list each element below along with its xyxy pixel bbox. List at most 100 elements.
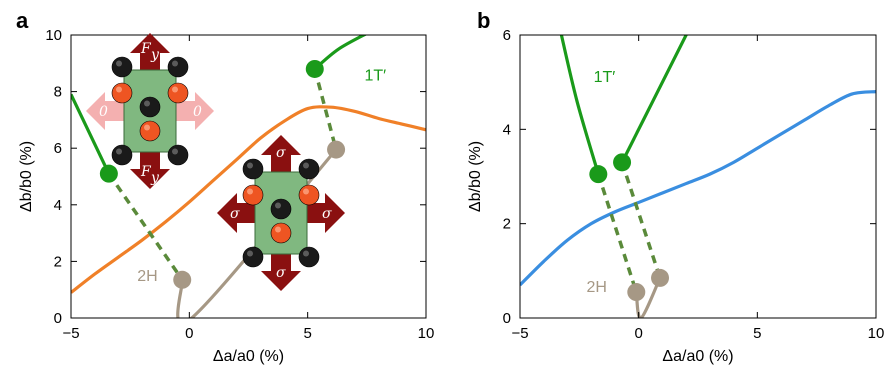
stress-arrow-bottom <box>261 251 301 291</box>
series-1T-right-branch <box>620 35 688 164</box>
x-tick-label: 5 <box>753 325 761 342</box>
x-tick-label: 10 <box>418 325 435 342</box>
metal-atom <box>242 246 264 268</box>
series-transition-right <box>313 68 338 151</box>
chalcogen-atom <box>270 222 292 244</box>
phase-label: 1T′ <box>364 67 386 84</box>
y-tick-label: 0 <box>54 310 62 327</box>
y-tick-label: 4 <box>54 197 62 214</box>
chalcogen-atom <box>139 120 161 142</box>
series-orange-curve <box>71 105 426 294</box>
zero-force-arrow-right <box>176 92 214 130</box>
phase-label: 2H <box>137 268 157 285</box>
plot-area <box>520 35 876 318</box>
metal-atom <box>111 144 133 166</box>
y-tick-label: 10 <box>45 27 62 44</box>
metal-atom <box>298 158 320 180</box>
x-tick-label: −5 <box>511 325 528 342</box>
chalcogen-atom <box>111 82 133 104</box>
chalcogen-atom <box>242 184 264 206</box>
sigma-label-bottom: σ <box>276 265 286 281</box>
stress-arrow-right <box>307 193 345 233</box>
axes-frame <box>519 34 877 319</box>
inset-uniaxial: 0 0F yF y <box>86 33 214 189</box>
atom-highlight <box>144 100 150 107</box>
phase-label: 2H <box>586 279 606 296</box>
atom-highlight <box>303 188 309 195</box>
force-arrow-top <box>130 33 170 73</box>
x-axis-label: Δa/a0 (%) <box>213 348 284 365</box>
sigma-label-left: σ <box>230 206 240 222</box>
zero-label-left: 0 <box>99 104 108 120</box>
force-label-bottom: F <box>140 164 152 180</box>
atom-highlight <box>172 60 178 67</box>
data-point <box>173 270 192 289</box>
y-tick-label: 6 <box>503 27 511 44</box>
data-point <box>589 165 608 184</box>
x-tick-label: 10 <box>868 325 885 342</box>
y-tick-label: 4 <box>503 121 511 138</box>
force-label-top: F <box>140 41 152 57</box>
zero-label-right: 0 <box>193 104 202 120</box>
chalcogen-atom <box>298 184 320 206</box>
series-transition-left <box>596 173 638 293</box>
y-tick-label: 2 <box>503 216 511 233</box>
atom-highlight <box>172 86 178 93</box>
atom-highlight <box>247 188 253 195</box>
x-tick-label: 0 <box>185 325 193 342</box>
axes-frame <box>70 34 427 319</box>
atom-highlight <box>116 148 122 155</box>
atom-highlight <box>303 162 309 169</box>
atom-highlight <box>247 162 253 169</box>
metal-atom <box>139 96 161 118</box>
atom-highlight <box>275 226 281 233</box>
force-arrow-bottom <box>130 149 170 189</box>
x-tick-label: −5 <box>62 325 79 342</box>
metal-atom <box>270 198 292 220</box>
atom-highlight <box>144 124 150 131</box>
data-point <box>327 140 346 159</box>
metal-atom <box>111 56 133 78</box>
series-1T-right-branch <box>313 35 368 71</box>
panel-label: b <box>477 8 490 33</box>
atom-highlight <box>116 86 122 93</box>
x-tick-label: 5 <box>303 325 311 342</box>
y-tick-label: 2 <box>54 253 62 270</box>
y-axis-label: Δb/b0 (%) <box>467 141 484 212</box>
metal-atom <box>167 56 189 78</box>
data-point <box>305 59 324 78</box>
series-blue-curve <box>520 90 876 287</box>
atom-highlight <box>247 250 253 257</box>
inset-biaxial: σ σ σ σ <box>217 135 345 291</box>
series-1T-left-branch <box>71 93 111 175</box>
atom-highlight <box>275 202 281 209</box>
series-transition-right <box>620 161 662 279</box>
data-point <box>651 268 670 287</box>
metal-atom <box>167 144 189 166</box>
series-1T-left-branch <box>559 35 600 175</box>
panel-label: a <box>16 8 29 33</box>
series-transition-left <box>107 172 184 281</box>
atom-highlight <box>116 60 122 67</box>
x-axis-label: Δa/a0 (%) <box>662 348 733 365</box>
y-tick-label: 0 <box>503 310 511 327</box>
phase-label: 1T′ <box>594 69 616 86</box>
y-tick-label: 8 <box>54 84 62 101</box>
zero-force-arrow-left <box>86 92 124 130</box>
data-point <box>99 164 118 183</box>
sigma-label-right: σ <box>322 206 332 222</box>
chalcogen-atom <box>167 82 189 104</box>
metal-atom <box>242 158 264 180</box>
y-tick-label: 6 <box>54 140 62 157</box>
metal-atom <box>298 246 320 268</box>
y-axis-label: Δb/b0 (%) <box>18 141 35 212</box>
force-sub-top: y <box>150 47 160 63</box>
sigma-label-top: σ <box>276 145 286 161</box>
stress-arrow-left <box>217 193 255 233</box>
data-point <box>613 153 632 172</box>
x-tick-label: 0 <box>634 325 642 342</box>
data-point <box>627 283 646 302</box>
